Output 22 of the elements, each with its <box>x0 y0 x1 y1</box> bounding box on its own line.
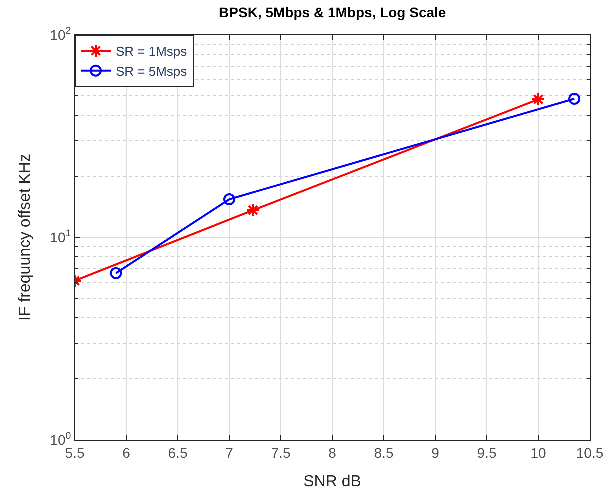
x-tick-label: 7 <box>226 444 234 461</box>
point <box>568 93 581 105</box>
x-tick-label: 8 <box>328 444 337 461</box>
x-axis-title: SNR dB <box>304 474 362 490</box>
y-tick-label: 10$^{2}$ <box>50 26 72 43</box>
point <box>110 267 122 280</box>
y-tick-label: 10$^{1}$ <box>50 228 72 246</box>
x-tick-label: 6.5 <box>168 444 188 461</box>
x-tick-label: 10 <box>530 444 546 461</box>
y-axis-title: IF frequuncy offset KHz <box>17 154 34 321</box>
chart-title: BPSK, 5Mbps & 1Mbps, Log Scale <box>219 4 446 20</box>
x-tick-label: 8.5 <box>374 444 394 461</box>
point <box>532 92 546 107</box>
x-tick-label: 10.5 <box>576 444 604 461</box>
x-tick-label: 9 <box>432 444 440 461</box>
x-tick-label: 9.5 <box>477 444 497 461</box>
legend-label: SR = 5Msps <box>116 64 188 79</box>
legend-label: SR = 1Msps <box>116 44 188 60</box>
point <box>246 203 260 218</box>
x-tick-label: 7.5 <box>271 444 291 461</box>
x-tick-label: 6 <box>122 444 131 461</box>
point <box>224 194 236 206</box>
